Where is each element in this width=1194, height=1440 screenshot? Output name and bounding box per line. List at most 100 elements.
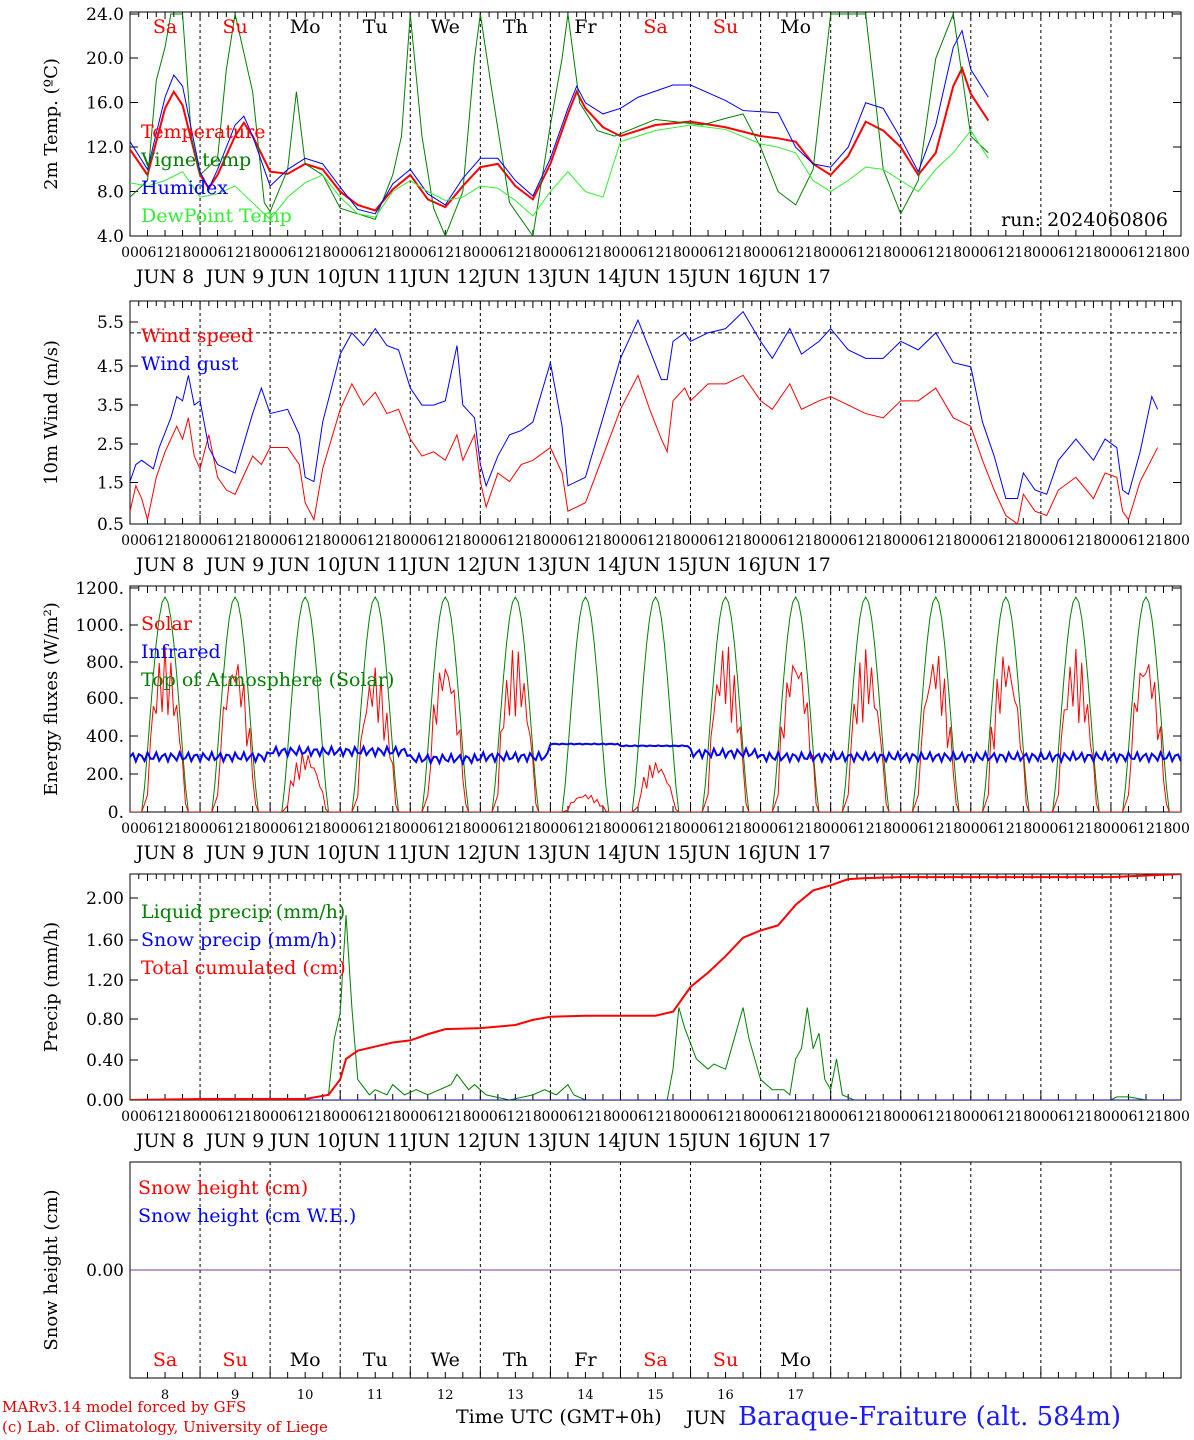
hour-tick-label: 00: [1032, 1109, 1050, 1125]
date-label: JUN 15: [618, 554, 690, 576]
date-label: JUN 12: [408, 554, 480, 576]
legend-entry: Vigne temp: [140, 149, 251, 171]
hour-tick-label: 12: [366, 533, 384, 549]
hour-tick-label: 06: [209, 1109, 227, 1125]
hour-tick-label: 12: [436, 1109, 454, 1125]
hour-tick-label: 12: [997, 533, 1015, 549]
legend-entry: Total cumulated (cm): [141, 957, 346, 979]
hour-tick-label: 12: [366, 821, 384, 837]
hour-tick-label: 00: [1102, 1109, 1120, 1125]
date-label: JUN 8: [134, 266, 194, 288]
date-label: JUN 9: [204, 1130, 264, 1152]
hour-tick-label: 06: [979, 245, 997, 261]
y-tick-label: 8.0: [97, 183, 124, 203]
infrared-series-line: [130, 742, 1181, 767]
legend-entry: Wind speed: [141, 325, 253, 347]
hour-tick-label: 12: [927, 1109, 945, 1125]
date-label: JUN 12: [408, 266, 480, 288]
hour-tick-label: 18: [804, 533, 822, 549]
day-abbrev-bottom: Su: [222, 1349, 247, 1371]
hour-tick-label: 12: [857, 245, 875, 261]
y-axis-label: Energy fluxes (W/m²): [41, 602, 62, 796]
hour-tick-label: 00: [191, 245, 209, 261]
hour-tick-label: 12: [1137, 821, 1155, 837]
hour-tick-label: 00: [401, 821, 419, 837]
date-label: JUN 17: [758, 1130, 830, 1152]
y-tick-label: 3.5: [97, 396, 124, 416]
date-label: JUN 17: [758, 842, 830, 864]
legend-entry: Snow precip (mm/h): [141, 929, 337, 951]
hour-tick-label: 06: [979, 533, 997, 549]
day-number: 10: [297, 1388, 314, 1403]
hour-tick-label: 12: [717, 821, 735, 837]
hour-tick-label: 18: [314, 533, 332, 549]
hour-tick-label: 00: [1032, 245, 1050, 261]
hour-tick-label: 00: [121, 533, 139, 549]
hour-tick-label: 18: [874, 1109, 892, 1125]
hour-tick-label: 00: [962, 821, 980, 837]
hour-tick-label: 18: [1085, 821, 1103, 837]
hour-tick-label: 06: [209, 245, 227, 261]
hour-tick-label: 00: [261, 821, 279, 837]
hour-tick-label: 18: [384, 1109, 402, 1125]
day-abbrev-bottom: Sa: [153, 1349, 177, 1371]
hour-tick-label: 18: [1014, 533, 1032, 549]
hour-tick-label: 18: [314, 245, 332, 261]
plot-area: [130, 595, 1181, 812]
hour-tick-label: 12: [1137, 533, 1155, 549]
hour-tick-label: 12: [717, 533, 735, 549]
hour-tick-label: 00: [1172, 533, 1190, 549]
hour-tick-label: 18: [244, 1109, 262, 1125]
station-name: Baraque-Fraiture (alt. 584m): [738, 1402, 1122, 1432]
hour-tick-label: 00: [962, 1109, 980, 1125]
hour-tick-label: 12: [647, 821, 665, 837]
hour-tick-label: 18: [1014, 245, 1032, 261]
hour-tick-label: 18: [174, 821, 192, 837]
hour-tick-label: 18: [944, 821, 962, 837]
hour-tick-label: 12: [787, 821, 805, 837]
hour-tick-label: 00: [401, 533, 419, 549]
hour-tick-label: 00: [822, 1109, 840, 1125]
hour-tick-label: 00: [471, 1109, 489, 1125]
hour-tick-label: 18: [384, 245, 402, 261]
hour-tick-label: 00: [822, 245, 840, 261]
hour-tick-label: 12: [436, 533, 454, 549]
hour-tick-label: 06: [279, 1109, 297, 1125]
hour-tick-label: 12: [296, 1109, 314, 1125]
hour-tick-label: 18: [524, 821, 542, 837]
hour-tick-label: 18: [454, 533, 472, 549]
y-tick-label: 400.: [86, 727, 124, 747]
day-number: 8: [161, 1388, 169, 1403]
hour-tick-label: 06: [419, 1109, 437, 1125]
credit-model: MARv3.14 model forced by GFS: [2, 1398, 247, 1416]
x-axis-title: Time UTC (GMT+0h): [456, 1406, 662, 1428]
hour-tick-label: 12: [506, 533, 524, 549]
hour-tick-label: 12: [577, 821, 595, 837]
hour-tick-label: 12: [506, 245, 524, 261]
date-label: JUN 14: [548, 1130, 620, 1152]
legend-entry: DewPoint Temp: [141, 205, 292, 227]
hour-tick-label: 18: [174, 1109, 192, 1125]
day-number: 12: [437, 1388, 454, 1403]
run-label: run: 2024060806: [1001, 209, 1168, 231]
hour-tick-label: 06: [1120, 533, 1138, 549]
hour-tick-label: 00: [1032, 533, 1050, 549]
hour-tick-label: 06: [1120, 821, 1138, 837]
hour-tick-label: 00: [892, 245, 910, 261]
hour-tick-label: 18: [594, 1109, 612, 1125]
date-label: JUN 11: [338, 266, 410, 288]
day-number: 9: [231, 1388, 239, 1403]
legend-entry: Solar: [141, 613, 193, 635]
hour-tick-label: 18: [594, 245, 612, 261]
hour-tick-label: 00: [682, 533, 700, 549]
date-label: JUN 11: [338, 554, 410, 576]
plot-area: [130, 874, 1181, 1100]
hour-tick-label: 18: [1014, 821, 1032, 837]
hour-tick-label: 06: [909, 1109, 927, 1125]
total-cumulated-cm--line: [130, 874, 1181, 1100]
hour-tick-label: 06: [139, 821, 157, 837]
hour-tick-label: 06: [419, 821, 437, 837]
day-abbrev-top: Sa: [643, 16, 667, 38]
hour-tick-label: 06: [1049, 245, 1067, 261]
